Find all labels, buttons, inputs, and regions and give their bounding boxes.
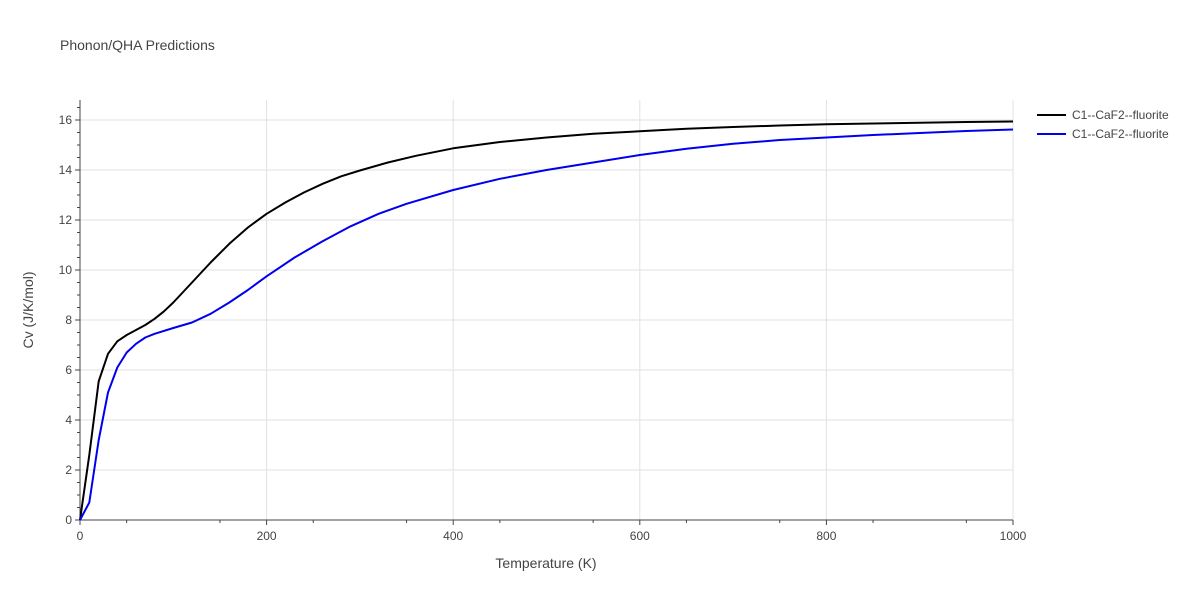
axes xyxy=(75,100,1014,525)
x-tick-labels: 0 200 400 600 800 1000 xyxy=(77,529,1027,543)
y-axis-title: Cv (J/K/mol) xyxy=(20,272,36,349)
y-tick-labels: 0 2 4 6 8 10 12 14 16 xyxy=(59,113,73,527)
y-tick-label: 8 xyxy=(65,313,72,327)
y-tick-label: 4 xyxy=(65,413,72,427)
legend-label: C1--CaF2--fluorite xyxy=(1072,108,1169,122)
series-lines xyxy=(79,120,1014,521)
x-tick-label: 600 xyxy=(630,529,650,543)
grid xyxy=(80,100,1014,520)
x-tick-label: 800 xyxy=(816,529,836,543)
x-axis-title: Temperature (K) xyxy=(495,555,596,571)
y-tick-label: 2 xyxy=(65,463,72,477)
y-tick-label: 16 xyxy=(59,113,73,127)
series-line-2 xyxy=(79,128,1014,521)
legend-item-1[interactable]: C1--CaF2--fluorite xyxy=(1037,108,1169,122)
legend-label: C1--CaF2--fluorite xyxy=(1072,127,1169,141)
y-tick-label: 6 xyxy=(65,363,72,377)
y-tick-label: 10 xyxy=(59,263,73,277)
y-tick-label: 0 xyxy=(65,513,72,527)
x-tick-label: 200 xyxy=(257,529,277,543)
x-tick-label: 0 xyxy=(77,529,84,543)
chart-title: Phonon/QHA Predictions xyxy=(60,37,215,53)
y-tick-label: 14 xyxy=(59,163,73,177)
legend[interactable]: C1--CaF2--fluorite C1--CaF2--fluorite xyxy=(1037,108,1169,141)
y-tick-label: 12 xyxy=(59,213,73,227)
series-line-1 xyxy=(79,120,1014,521)
x-tick-label: 1000 xyxy=(1000,529,1027,543)
x-tick-label: 400 xyxy=(443,529,463,543)
legend-item-2[interactable]: C1--CaF2--fluorite xyxy=(1037,127,1169,141)
